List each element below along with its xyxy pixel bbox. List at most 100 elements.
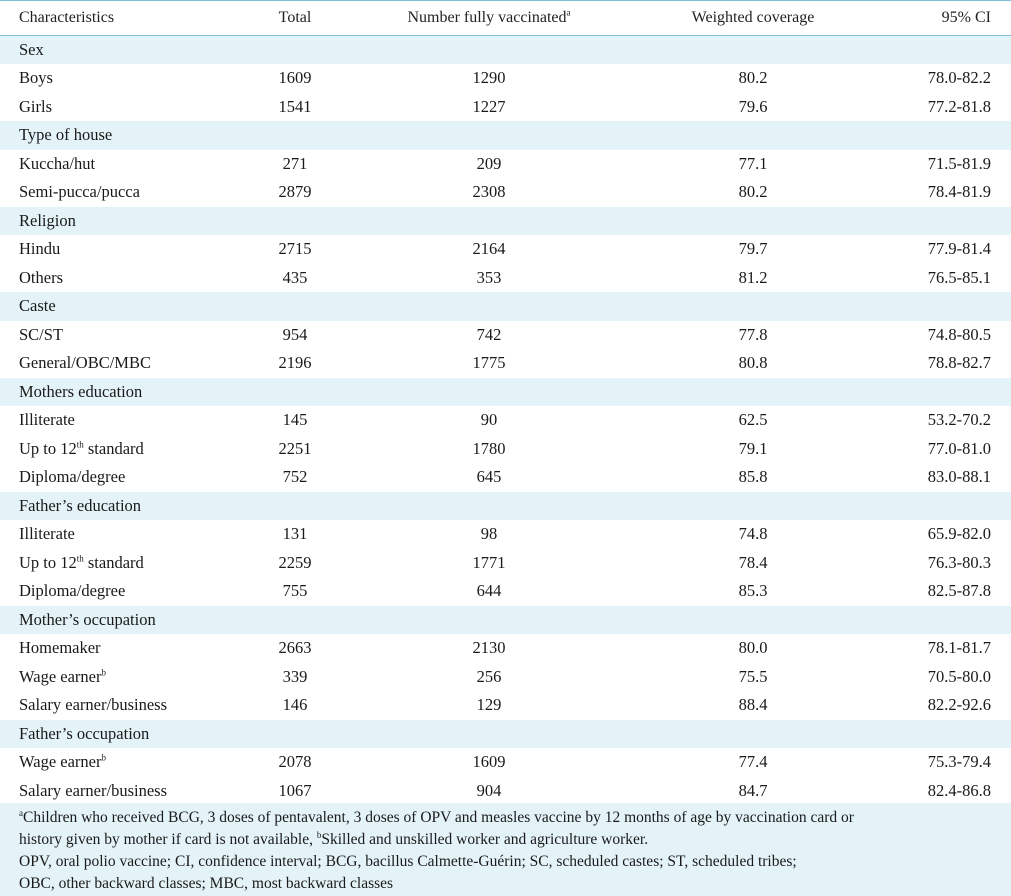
table-body: Sex Boys 1609 1290 80.2 78.0-82.2 Girls 1541 122…: [0, 35, 1011, 806]
table-row: SC/ST 954 742 77.8 74.8-80.5: [0, 321, 1011, 350]
row-characteristic-suffix: standard: [83, 438, 144, 458]
group-row: Mother’s occupation: [0, 605, 1011, 634]
cell-number-fully-vaccinated: 904: [476, 780, 502, 800]
header-weighted-coverage: Weighted coverage: [691, 9, 815, 26]
cell-95-ci: 53.2-70.2: [927, 410, 991, 430]
cell-weighted-coverage: 62.5: [738, 410, 768, 430]
cell-weighted-coverage: 81.2: [738, 267, 768, 287]
header-total: Total: [278, 9, 312, 26]
cell-number-fully-vaccinated: 1780: [472, 438, 506, 458]
row-characteristic-text: Homemaker: [19, 638, 101, 658]
group-row: Religion: [0, 206, 1011, 235]
row-characteristic: Diploma/degree: [0, 463, 232, 492]
cell-weighted-coverage: 79.1: [738, 438, 768, 458]
cell-number-fully-vaccinated: 1609: [472, 752, 506, 772]
row-characteristic-text: Diploma/degree: [19, 467, 126, 487]
cell-number-fully-vaccinated: 129: [476, 695, 502, 715]
cell-total: 131: [282, 524, 308, 544]
footnote-marker-a: a: [566, 7, 571, 18]
footnote-a-text-1: Children who received BCG, 3 doses of pe…: [23, 809, 854, 826]
cell-total: 2251: [278, 438, 312, 458]
header-row: Characteristics Total Number fully vacci…: [0, 0, 1011, 36]
row-characteristic-text: Hindu: [19, 239, 61, 259]
cell-weighted-coverage: 75.5: [738, 666, 768, 686]
cell-95-ci: 77.2-81.8: [927, 96, 991, 116]
cell-total: 755: [282, 581, 308, 601]
row-characteristic-superscript: b: [101, 667, 106, 678]
cell-95-ci: 82.2-92.6: [927, 695, 991, 715]
cell-total: 1541: [278, 96, 312, 116]
row-characteristic: Illiterate: [0, 406, 232, 435]
cell-weighted-coverage: 80.0: [738, 638, 768, 658]
cell-total: 2715: [278, 239, 312, 259]
table-row: Semi-pucca/pucca 2879 2308 80.2 78.4-81.9: [0, 178, 1011, 207]
cell-number-fully-vaccinated: 644: [476, 581, 502, 601]
cell-weighted-coverage: 79.6: [738, 96, 768, 116]
row-characteristic: Hindu: [0, 235, 232, 264]
cell-95-ci: 71.5-81.9: [927, 153, 991, 173]
group-label: Mothers education: [0, 377, 1011, 406]
cell-95-ci: 74.8-80.5: [927, 324, 991, 344]
cell-95-ci: 78.8-82.7: [927, 353, 991, 373]
cell-weighted-coverage: 80.2: [738, 68, 768, 88]
group-label: Type of house: [0, 121, 1011, 150]
footnote-abbreviations-line-1: OPV, oral polio vaccine; CI, confidence …: [19, 853, 797, 870]
group-label: Sex: [0, 35, 1011, 64]
footnote-b-marker: b: [316, 829, 322, 840]
cell-total: 1609: [278, 68, 312, 88]
cell-95-ci: 77.9-81.4: [927, 239, 991, 259]
cell-weighted-coverage: 80.2: [738, 182, 768, 202]
cell-number-fully-vaccinated: 1771: [472, 552, 506, 572]
row-characteristic: Girls: [0, 93, 232, 122]
row-characteristic-text: Kuccha/hut: [19, 153, 96, 173]
cell-total: 435: [282, 267, 308, 287]
cell-number-fully-vaccinated: 98: [480, 524, 498, 544]
cell-95-ci: 76.5-85.1: [927, 267, 991, 287]
cell-weighted-coverage: 79.7: [738, 239, 768, 259]
group-label: Father’s education: [0, 491, 1011, 520]
cell-number-fully-vaccinated: 1775: [472, 353, 506, 373]
row-characteristic: Illiterate: [0, 520, 232, 549]
table-row: Up to 12th standard 2251 1780 79.1 77.0-81.0: [0, 435, 1011, 464]
cell-weighted-coverage: 77.8: [738, 324, 768, 344]
table-row: Others 435 353 81.2 76.5-85.1: [0, 264, 1011, 293]
cell-95-ci: 75.3-79.4: [927, 752, 991, 772]
cell-total: 2879: [278, 182, 312, 202]
cell-95-ci: 76.3-80.3: [927, 552, 991, 572]
row-characteristic: SC/ST: [0, 321, 232, 350]
group-row: Father’s education: [0, 491, 1011, 520]
row-characteristic: Homemaker: [0, 634, 232, 663]
cell-weighted-coverage: 74.8: [738, 524, 768, 544]
cell-weighted-coverage: 85.3: [738, 581, 768, 601]
cell-95-ci: 65.9-82.0: [927, 524, 991, 544]
vaccination-coverage-table: Characteristics Total Number fully vacci…: [0, 0, 1011, 806]
cell-weighted-coverage: 88.4: [738, 695, 768, 715]
table-row: Girls 1541 1227 79.6 77.2-81.8: [0, 93, 1011, 122]
cell-number-fully-vaccinated: 256: [476, 666, 502, 686]
row-characteristic: Semi-pucca/pucca: [0, 178, 232, 207]
cell-total: 271: [282, 153, 308, 173]
row-characteristic-text: Wage earner: [19, 752, 102, 772]
row-characteristic: Others: [0, 264, 232, 293]
cell-weighted-coverage: 77.1: [738, 153, 768, 173]
footnote-abbreviations-line-2: OBC, other backward classes; MBC, most b…: [19, 875, 394, 892]
cell-95-ci: 77.0-81.0: [927, 438, 991, 458]
cell-95-ci: 78.4-81.9: [927, 182, 991, 202]
table-row: Up to 12th standard 2259 1771 78.4 76.3-80.3: [0, 549, 1011, 578]
row-characteristic-text: SC/ST: [19, 324, 64, 344]
row-characteristic-text: Illiterate: [19, 524, 75, 544]
group-row: Father’s occupation: [0, 719, 1011, 748]
cell-total: 1067: [278, 780, 312, 800]
table-row: Diploma/degree 755 644 85.3 82.5-87.8: [0, 577, 1011, 606]
cell-total: 339: [282, 666, 308, 686]
table-row: Wage earnerb 2078 1609 77.4 75.3-79.4: [0, 748, 1011, 777]
cell-number-fully-vaccinated: 1227: [472, 96, 506, 116]
row-characteristic-text: Girls: [19, 96, 52, 116]
row-characteristic: Boys: [0, 64, 232, 93]
cell-95-ci: 78.1-81.7: [927, 638, 991, 658]
group-row: Mothers education: [0, 377, 1011, 406]
row-characteristic: Salary earner/business: [0, 777, 232, 806]
cell-total: 2259: [278, 552, 312, 572]
group-label: Father’s occupation: [0, 719, 1011, 748]
cell-total: 2078: [278, 752, 312, 772]
